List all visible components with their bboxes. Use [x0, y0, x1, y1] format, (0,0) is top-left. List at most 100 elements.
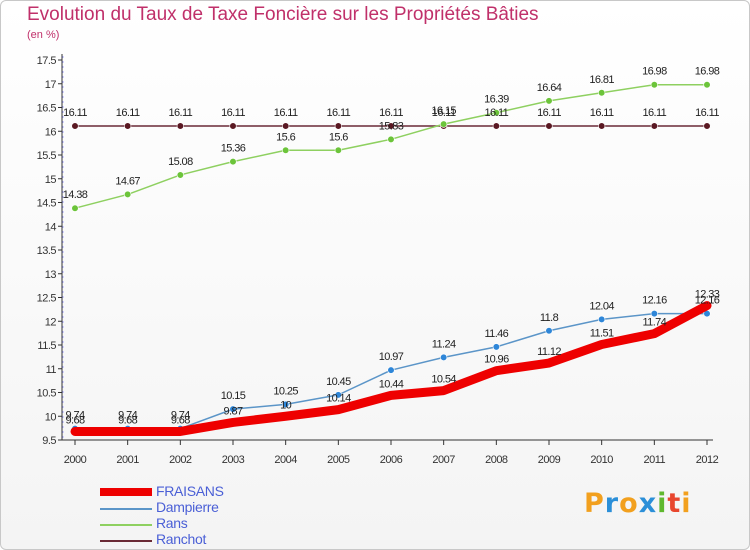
data-label-rans: 15.08: [168, 156, 193, 168]
y-tick-label: 10.5: [37, 388, 57, 400]
legend-label-ranchot: Ranchot: [156, 531, 207, 547]
data-point-ranchot: [282, 122, 290, 130]
data-label-dampierre: 11.8: [540, 312, 559, 324]
data-label-fraisans: 9.68: [65, 414, 84, 426]
data-label-dampierre: 12.16: [695, 295, 720, 307]
data-label-rans: 15.6: [276, 131, 295, 143]
data-label-ranchot: 16.11: [642, 107, 666, 119]
chart-title: Evolution du Taux de Taxe Foncière sur l…: [27, 4, 539, 25]
data-point-dampierre: [440, 353, 448, 361]
data-label-dampierre: 9.74: [118, 410, 137, 422]
data-label-ranchot: 16.11: [326, 107, 350, 119]
x-tick-label: 2006: [380, 454, 403, 466]
data-point-rans: [650, 81, 658, 89]
data-label-dampierre: 9.74: [65, 410, 84, 422]
y-tick-label: 15.5: [37, 150, 57, 162]
data-point-dampierre: [598, 315, 606, 323]
data-point-rans: [440, 120, 448, 128]
data-point-dampierre: [229, 405, 237, 413]
data-point-fraisans: [387, 391, 395, 400]
data-label-ranchot: 16.11: [432, 107, 456, 119]
y-tick-label: 11.5: [37, 340, 56, 352]
x-tick-label: 2007: [432, 454, 455, 466]
data-point-ranchot: [71, 122, 79, 130]
data-label-ranchot: 16.11: [590, 107, 614, 119]
data-point-fraisans: [334, 405, 343, 414]
legend-swatch-dampierre: [100, 508, 152, 510]
data-point-ranchot: [703, 122, 711, 130]
data-label-rans: 14.38: [63, 189, 88, 201]
data-label-dampierre: 9.74: [171, 410, 190, 422]
data-label-fraisans: 10.54: [431, 374, 456, 386]
x-tick-label: 2009: [538, 454, 561, 466]
logo-letter: r: [604, 488, 620, 519]
data-label-fraisans: 12.33: [695, 289, 720, 301]
x-tick-label: 2010: [590, 454, 613, 466]
legend-swatch-ranchot: [100, 540, 152, 542]
logo-letter: x: [638, 488, 658, 519]
data-point-fraisans: [545, 359, 553, 368]
data-point-dampierre: [492, 343, 500, 351]
y-tick-label: 14: [45, 221, 57, 233]
data-label-ranchot: 16.11: [537, 107, 561, 119]
data-point-ranchot: [650, 122, 658, 130]
data-label-rans: 15.36: [221, 143, 246, 155]
data-label-rans: 16.15: [431, 105, 456, 117]
legend-label-dampierre: Dampierre: [156, 499, 219, 515]
data-label-rans: 14.67: [115, 175, 140, 187]
data-point-dampierre: [334, 391, 342, 399]
data-point-dampierre: [545, 327, 553, 335]
data-label-fraisans: 10.14: [326, 393, 351, 405]
data-label-ranchot: 16.11: [221, 107, 245, 119]
data-point-ranchot: [229, 122, 237, 130]
data-label-rans: 16.98: [642, 66, 667, 78]
data-point-rans: [176, 171, 184, 179]
data-point-rans: [598, 89, 606, 97]
y-tick-label: 13.5: [37, 245, 57, 257]
data-label-fraisans: 10.44: [379, 378, 404, 390]
data-label-ranchot: 16.11: [116, 107, 140, 119]
data-label-fraisans: 11.74: [642, 317, 666, 329]
y-tick-label: 10: [45, 411, 57, 423]
chart-unit-label: (en %): [27, 29, 60, 41]
data-point-fraisans: [650, 329, 659, 338]
y-tick-label: 15: [45, 174, 57, 186]
data-point-ranchot: [598, 122, 606, 130]
data-point-rans: [492, 109, 500, 117]
legend-swatch-rans: [100, 524, 152, 526]
data-label-rans: 16.39: [484, 94, 509, 106]
x-tick-label: 2005: [327, 454, 350, 466]
data-label-dampierre: 10.15: [221, 390, 246, 402]
data-label-ranchot: 16.11: [274, 107, 298, 119]
data-point-fraisans: [71, 427, 79, 436]
y-tick-label: 16.5: [37, 103, 57, 115]
y-tick-label: 16: [45, 126, 57, 138]
data-point-ranchot: [545, 122, 553, 130]
x-tick-label: 2000: [64, 454, 87, 466]
data-label-ranchot: 16.11: [379, 107, 403, 119]
data-label-fraisans: 10: [280, 399, 292, 411]
data-point-rans: [545, 97, 553, 105]
data-label-dampierre: 10.25: [273, 385, 298, 397]
proxiti-logo: Proxiti: [584, 488, 692, 519]
series-line-rans: [74, 83, 708, 209]
data-point-fraisans: [703, 301, 711, 310]
data-label-ranchot: 16.11: [168, 107, 192, 119]
data-point-rans: [334, 146, 342, 154]
data-label-fraisans: 9.68: [118, 414, 137, 426]
legend-label-fraisans: FRAISANS: [156, 483, 224, 499]
data-label-ranchot: 16.11: [695, 107, 719, 119]
x-tick-label: 2008: [485, 454, 508, 466]
y-tick-label: 12.5: [37, 293, 57, 305]
data-point-fraisans: [439, 386, 448, 395]
data-point-rans: [71, 204, 79, 212]
x-tick-label: 2002: [169, 454, 192, 466]
y-tick-label: 17: [45, 79, 57, 91]
x-tick-label: 2012: [696, 454, 719, 466]
data-point-ranchot: [492, 122, 500, 130]
data-label-rans: 16.64: [537, 82, 562, 94]
logo-letter: P: [584, 488, 605, 519]
x-tick-label: 2003: [222, 454, 245, 466]
x-tick-label: 2011: [644, 454, 666, 466]
data-label-fraisans: 9.68: [171, 414, 190, 426]
